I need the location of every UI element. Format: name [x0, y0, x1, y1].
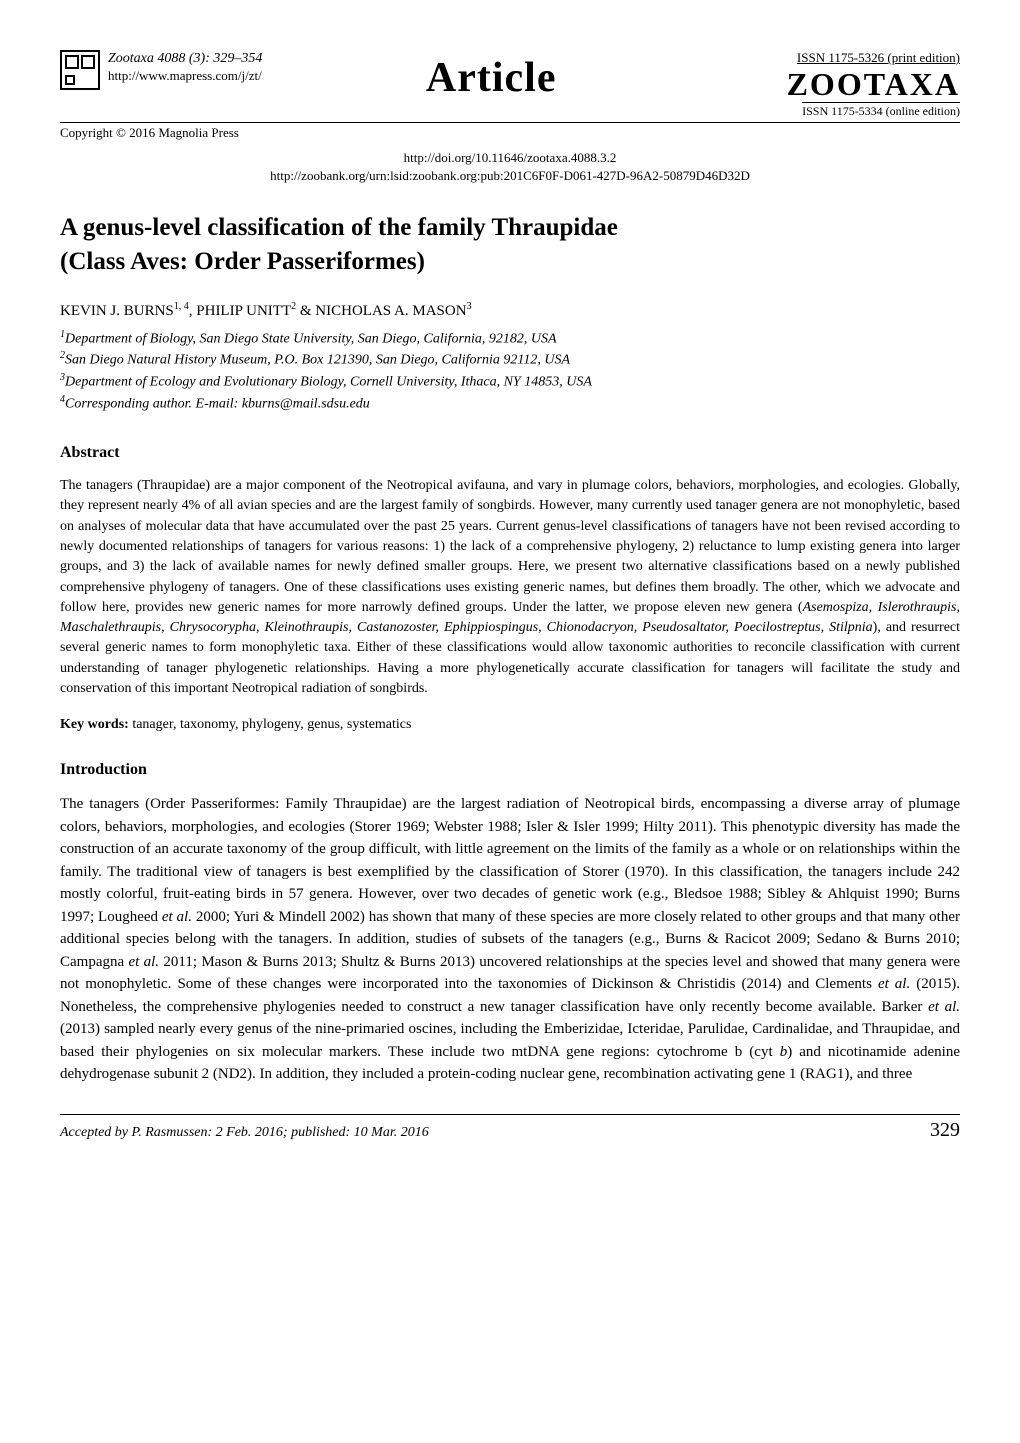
- intro-p1a: The tanagers (Order Passeriformes: Famil…: [60, 796, 960, 925]
- zoobank-link: http://zoobank.org/urn:lsid:zoobank.org:…: [60, 167, 960, 185]
- doi-link: http://doi.org/10.11646/zootaxa.4088.3.2: [60, 149, 960, 167]
- title-line-2: (Class Aves: Order Passeriformes): [60, 248, 425, 275]
- intro-ital-2: et al.: [128, 954, 159, 970]
- issn-online: ISSN 1175-5334 (online edition): [802, 102, 960, 119]
- title-line-1: A genus-level classification of the fami…: [60, 214, 618, 241]
- zootaxa-logo: ZOOTAXA: [720, 68, 960, 100]
- abstract-body: The tanagers (Thraupidae) are a major co…: [60, 476, 960, 699]
- header-row: Zootaxa 4088 (3): 329–354 http://www.map…: [60, 50, 960, 120]
- abstract-close: ),: [873, 620, 881, 635]
- author-1: KEVIN J. BURNS: [60, 303, 174, 319]
- intro-ital-4: et al.: [928, 999, 960, 1015]
- abstract-genera-3: Kleinothraupis, Castanozoster, Ephippios…: [264, 620, 872, 635]
- issn-print: ISSN 1175-5326 (print edition): [720, 50, 960, 66]
- author-1-sup: 1, 4: [174, 301, 189, 312]
- intro-p1c: 2011; Mason & Burns 2013; Shultz & Burns…: [60, 954, 960, 993]
- aff-1: Department of Biology, San Diego State U…: [65, 332, 557, 347]
- copyright-text: Copyright © 2016 Magnolia Press: [60, 125, 310, 141]
- footer-row: Accepted by P. Rasmussen: 2 Feb. 2016; p…: [60, 1114, 960, 1142]
- author-3-pre: & NICHOLAS A. MASON: [296, 303, 466, 319]
- qr-code-icon: [60, 50, 100, 90]
- keywords-text: tanager, taxonomy, phylogeny, genus, sys…: [129, 717, 412, 732]
- keywords-label: Key words:: [60, 717, 129, 732]
- aff-2: San Diego Natural History Museum, P.O. B…: [65, 353, 570, 368]
- journal-citation: Zootaxa 4088 (3): 329–354: [108, 50, 262, 68]
- abstract-comma-1: ,: [161, 620, 170, 635]
- introduction-body: The tanagers (Order Passeriformes: Famil…: [60, 793, 960, 1086]
- author-3-sup: 3: [467, 301, 472, 312]
- header-left: Zootaxa 4088 (3): 329–354 http://www.map…: [60, 50, 262, 90]
- authors-line: KEVIN J. BURNS1, 4, PHILIP UNITT2 & NICH…: [60, 301, 960, 320]
- intro-ital-3: et al.: [878, 976, 910, 992]
- abstract-part-1: The tanagers (Thraupidae) are a major co…: [60, 478, 960, 615]
- intro-ital-1: et al.: [162, 909, 192, 925]
- author-2-pre: , PHILIP UNITT: [189, 303, 291, 319]
- affiliations: 1Department of Biology, San Diego State …: [60, 328, 960, 414]
- aff-4: Corresponding author. E-mail: kburns@mai…: [65, 396, 370, 411]
- accepted-line: Accepted by P. Rasmussen: 2 Feb. 2016; p…: [60, 1125, 429, 1141]
- article-label: Article: [262, 54, 720, 102]
- introduction-heading: Introduction: [60, 761, 960, 779]
- doi-block: http://doi.org/10.11646/zootaxa.4088.3.2…: [60, 149, 960, 185]
- header-right: ISSN 1175-5326 (print edition) ZOOTAXA I…: [720, 50, 960, 120]
- page-number: 329: [930, 1119, 960, 1142]
- abstract-heading: Abstract: [60, 444, 960, 462]
- aff-3: Department of Ecology and Evolutionary B…: [65, 375, 592, 390]
- paper-title: A genus-level classification of the fami…: [60, 211, 960, 279]
- keywords-line: Key words: tanager, taxonomy, phylogeny,…: [60, 717, 960, 733]
- journal-info: Zootaxa 4088 (3): 329–354 http://www.map…: [108, 50, 262, 85]
- copyright-row: Copyright © 2016 Magnolia Press: [60, 122, 960, 141]
- abstract-genera-2: Chrysocorypha: [170, 620, 256, 635]
- journal-url: http://www.mapress.com/j/zt/: [108, 68, 262, 85]
